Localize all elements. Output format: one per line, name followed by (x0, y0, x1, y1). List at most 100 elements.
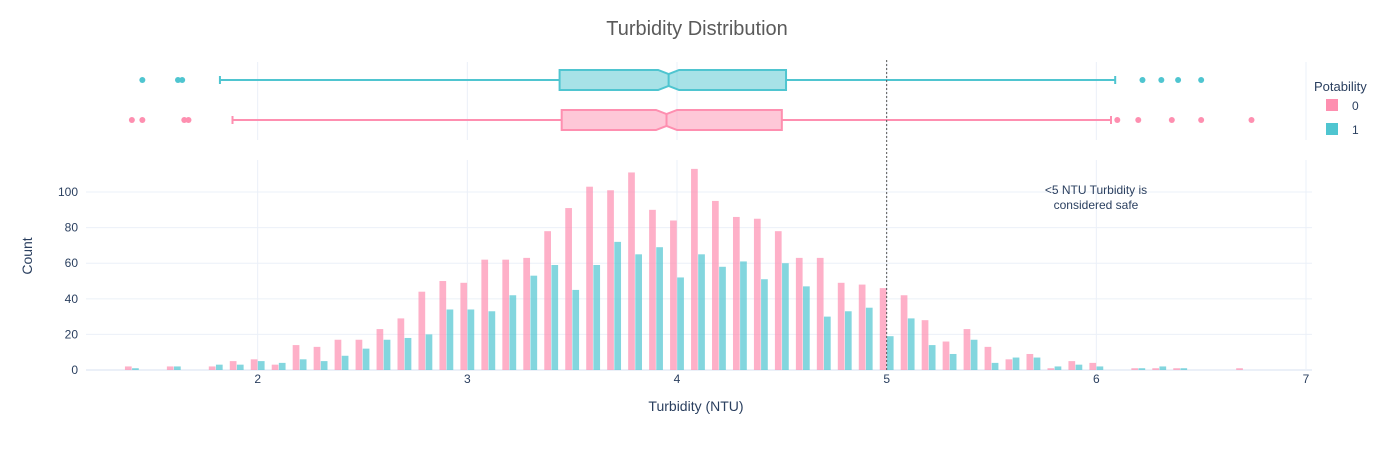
bar-potability-1[interactable] (551, 265, 559, 370)
bar-potability-0[interactable] (1047, 368, 1055, 370)
bar-potability-1[interactable] (782, 263, 789, 370)
bar-potability-0[interactable] (795, 257, 803, 370)
bar-potability-1[interactable] (1159, 366, 1167, 370)
bar-potability-0[interactable] (1152, 368, 1160, 370)
bar-potability-0[interactable] (732, 216, 740, 370)
bar-potability-1[interactable] (1180, 368, 1188, 370)
bar-potability-0[interactable] (649, 209, 656, 370)
bar-potability-0[interactable] (586, 186, 593, 370)
bar-potability-1[interactable] (404, 337, 412, 370)
bar-potability-0[interactable] (418, 291, 426, 370)
bar-potability-1[interactable] (991, 362, 999, 370)
bar-potability-0[interactable] (502, 259, 510, 370)
outlier-point[interactable] (139, 117, 146, 123)
bar-potability-0[interactable] (1068, 361, 1076, 370)
bar-potability-0[interactable] (397, 318, 405, 370)
bar-potability-0[interactable] (984, 346, 992, 370)
bar-potability-0[interactable] (1005, 359, 1013, 370)
bar-potability-1[interactable] (761, 279, 768, 370)
bar-potability-1[interactable] (1012, 357, 1020, 370)
outlier-point[interactable] (174, 77, 181, 83)
bar-potability-1[interactable] (803, 286, 810, 370)
bar-potability-0[interactable] (250, 359, 258, 370)
bar-potability-0[interactable] (753, 218, 761, 370)
bar-potability-1[interactable] (236, 364, 244, 370)
bar-potability-0[interactable] (166, 366, 174, 370)
box-plot-potability-0[interactable] (128, 109, 1255, 131)
outlier-point[interactable] (128, 117, 135, 123)
bar-potability-1[interactable] (1096, 366, 1104, 370)
bar-potability-0[interactable] (523, 257, 531, 370)
bar-potability-1[interactable] (719, 266, 726, 370)
bar-potability-0[interactable] (607, 190, 614, 370)
bar-potability-1[interactable] (572, 289, 580, 370)
bar-potability-1[interactable] (635, 254, 642, 370)
bar-potability-1[interactable] (823, 316, 831, 370)
bar-potability-1[interactable] (299, 359, 307, 370)
bar-potability-0[interactable] (670, 220, 677, 370)
bar-potability-1[interactable] (174, 366, 181, 370)
bar-potability-0[interactable] (565, 208, 572, 370)
bar-potability-0[interactable] (229, 361, 237, 370)
box-plot-potability-1[interactable] (139, 69, 1205, 91)
bar-potability-0[interactable] (334, 339, 342, 370)
outlier-point[interactable] (1114, 117, 1121, 123)
bar-potability-1[interactable] (698, 254, 705, 370)
bar-potability-1[interactable] (215, 364, 223, 370)
legend-item-0[interactable]: 0 (1326, 99, 1359, 113)
bar-potability-0[interactable] (921, 320, 929, 370)
bar-potability-1[interactable] (278, 362, 286, 370)
legend[interactable]: Potability 0 1 (1314, 79, 1367, 137)
outlier-point[interactable] (1139, 77, 1146, 83)
bar-potability-0[interactable] (691, 168, 698, 370)
bar-potability-0[interactable] (900, 295, 908, 370)
bar-potability-0[interactable] (124, 366, 132, 370)
bar-potability-1[interactable] (740, 261, 747, 370)
bar-potability-0[interactable] (313, 346, 321, 370)
bar-potability-0[interactable] (208, 366, 216, 370)
bar-potability-1[interactable] (865, 307, 873, 370)
outlier-point[interactable] (1248, 117, 1255, 123)
bar-potability-0[interactable] (628, 172, 635, 370)
outlier-point[interactable] (1135, 117, 1142, 123)
bar-potability-0[interactable] (879, 288, 887, 370)
bar-potability-0[interactable] (963, 329, 971, 370)
bar-potability-1[interactable] (886, 336, 894, 370)
bar-potability-0[interactable] (439, 281, 447, 370)
bar-potability-1[interactable] (970, 339, 978, 370)
bar-potability-0[interactable] (1026, 353, 1034, 370)
bar-potability-1[interactable] (530, 275, 538, 370)
bar-potability-0[interactable] (481, 259, 489, 370)
bar-potability-0[interactable] (1173, 368, 1180, 370)
bar-potability-1[interactable] (488, 311, 496, 370)
bar-potability-0[interactable] (1236, 368, 1243, 370)
bar-potability-0[interactable] (271, 364, 279, 370)
outlier-point[interactable] (181, 117, 188, 123)
bar-potability-0[interactable] (712, 200, 719, 370)
outlier-point[interactable] (1168, 117, 1175, 123)
bar-potability-1[interactable] (844, 311, 852, 370)
bar-potability-1[interactable] (1075, 364, 1083, 370)
bar-potability-0[interactable] (355, 339, 363, 370)
bar-potability-0[interactable] (942, 341, 950, 370)
bar-potability-1[interactable] (467, 309, 475, 370)
outlier-point[interactable] (185, 117, 192, 123)
outlier-point[interactable] (1175, 77, 1182, 83)
outlier-point[interactable] (179, 77, 186, 83)
bar-potability-0[interactable] (1089, 362, 1097, 370)
bar-potability-1[interactable] (132, 368, 139, 370)
bar-potability-1[interactable] (509, 295, 517, 370)
bar-potability-1[interactable] (425, 334, 433, 370)
bar-potability-1[interactable] (320, 361, 328, 370)
bar-potability-0[interactable] (292, 345, 300, 370)
outlier-point[interactable] (1198, 77, 1205, 83)
bar-potability-1[interactable] (949, 353, 957, 370)
bar-potability-0[interactable] (837, 282, 845, 370)
outlier-point[interactable] (1198, 117, 1205, 123)
bar-potability-1[interactable] (614, 241, 622, 370)
bar-potability-1[interactable] (446, 309, 454, 370)
outlier-point[interactable] (1158, 77, 1165, 83)
bar-potability-0[interactable] (544, 231, 551, 370)
bar-potability-0[interactable] (460, 282, 468, 370)
bar-potability-1[interactable] (383, 339, 391, 370)
